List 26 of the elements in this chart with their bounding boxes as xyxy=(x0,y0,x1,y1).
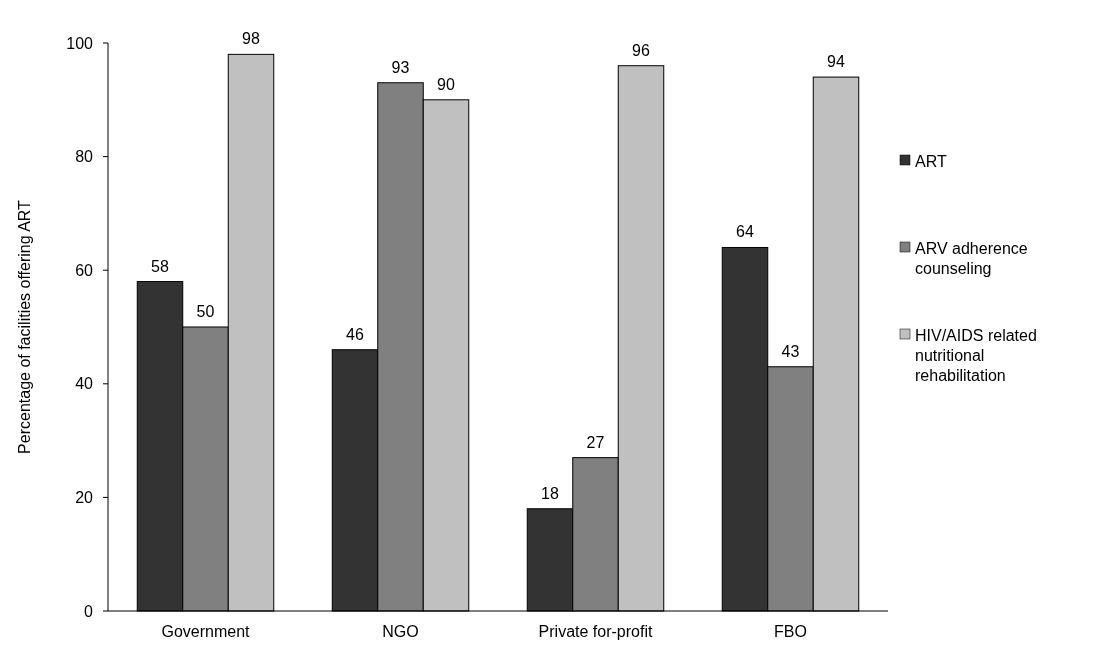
x-tick-label: Private for-profit xyxy=(538,623,653,640)
y-tick-label: 100 xyxy=(66,34,94,52)
legend-label: ART xyxy=(915,152,947,170)
y-tick-label: 60 xyxy=(75,261,94,279)
x-tick-label: NGO xyxy=(382,623,419,640)
data-label: 93 xyxy=(391,58,410,76)
y-tick-label: 40 xyxy=(75,375,94,393)
data-label: 94 xyxy=(827,53,845,71)
data-label: 50 xyxy=(196,303,215,320)
data-label: 46 xyxy=(346,325,364,343)
y-axis-title: Percentage of facilities offering ART xyxy=(16,199,33,454)
x-tick-label: Government xyxy=(161,623,251,640)
legend-label: ARV adherence counseling xyxy=(915,239,1028,277)
data-label: 98 xyxy=(242,30,260,48)
legend-label: HIV/AIDS related nutritional rehabilitation xyxy=(915,326,1037,384)
y-tick-label: 80 xyxy=(75,148,94,166)
y-tick-label: 0 xyxy=(84,602,94,620)
data-label: 27 xyxy=(586,433,605,451)
data-label: 43 xyxy=(781,342,800,360)
data-label: 58 xyxy=(151,257,169,275)
data-label: 90 xyxy=(437,75,455,93)
data-label: 64 xyxy=(736,223,754,241)
data-label: 96 xyxy=(632,41,650,59)
y-tick-label: 20 xyxy=(75,489,94,506)
data-label: 18 xyxy=(541,484,559,502)
x-tick-label: FBO xyxy=(774,623,807,640)
